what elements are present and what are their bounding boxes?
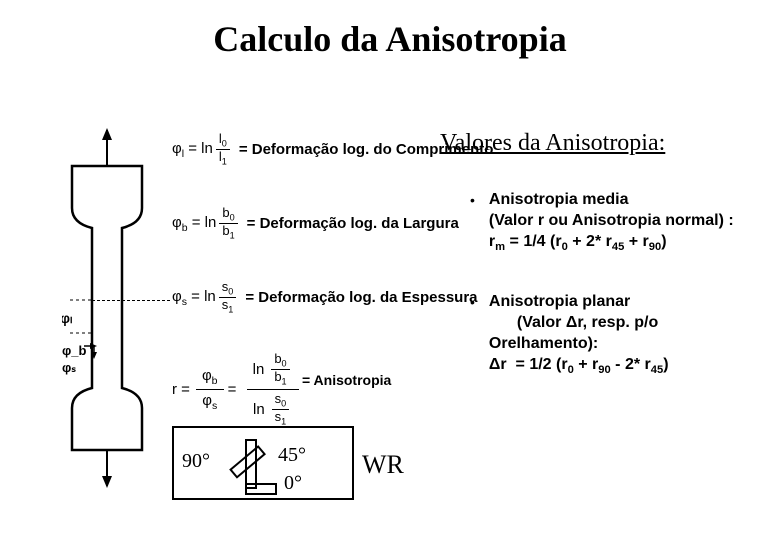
page-title: Calculo da Anisotropia <box>0 0 780 60</box>
formula-r: r = φb φs = ln b0b1 ln s0s1 <box>172 350 299 430</box>
bullet2-line2b: Orelhamento): <box>489 335 598 352</box>
bullet-item-1: • Anisotropia media (Valor r ou Anisotro… <box>470 190 760 254</box>
angle-diagram-box: 90° 45° 0° <box>172 426 354 500</box>
bullet2-line2a: (Valor Δr, resp. p/o <box>517 314 658 331</box>
bullet-dot: • <box>470 190 475 254</box>
svg-text:φₛ: φₛ <box>62 360 76 375</box>
formula-phi-b: φb = ln b0b1 = Deformação log. da Largur… <box>172 206 459 241</box>
svg-text:φ_b: φ_b <box>62 343 87 358</box>
svg-text:φₗ: φₗ <box>62 310 72 326</box>
desc-phi-b: = Deformação log. da Largura <box>247 215 459 232</box>
content-area: φₗ φ_b φₛ φl = ln l0l1 = Deformação log.… <box>0 60 780 530</box>
values-heading: Valores da Anisotropia: <box>440 130 665 157</box>
angle-90: 90° <box>182 450 210 473</box>
bullet-list: • Anisotropia media (Valor r ou Anisotro… <box>470 190 760 415</box>
bullet1-line1: Anisotropia media <box>489 191 629 208</box>
bullet2-line3: Δr = 1/2 (r0 + r90 - 2* r45) <box>489 356 669 373</box>
bullet1-line2: (Valor r ou Anisotropia normal) : <box>489 212 734 229</box>
bullet-item-2: • Anisotropia planar (Valor Δr, resp. p/… <box>470 292 760 377</box>
r-label: = Anisotropia <box>302 372 391 388</box>
bullet1-line3: rm = 1/4 (r0 + 2* r45 + r90) <box>489 233 667 250</box>
formula-phi-s: φs = ln s0s1 = Deformação log. da Espess… <box>172 280 478 315</box>
wr-label: WR <box>362 450 404 480</box>
tensile-specimen-diagram: φₗ φ_b φₛ <box>62 128 152 488</box>
angle-icon <box>216 434 280 498</box>
angle-0: 0° <box>284 472 302 495</box>
angle-45: 45° <box>278 444 306 467</box>
connector-line <box>92 300 170 301</box>
desc-phi-s: = Deformação log. da Espessura <box>245 289 477 306</box>
bullet-dot: • <box>470 292 475 377</box>
bullet2-line1: Anisotropia planar <box>489 293 630 310</box>
